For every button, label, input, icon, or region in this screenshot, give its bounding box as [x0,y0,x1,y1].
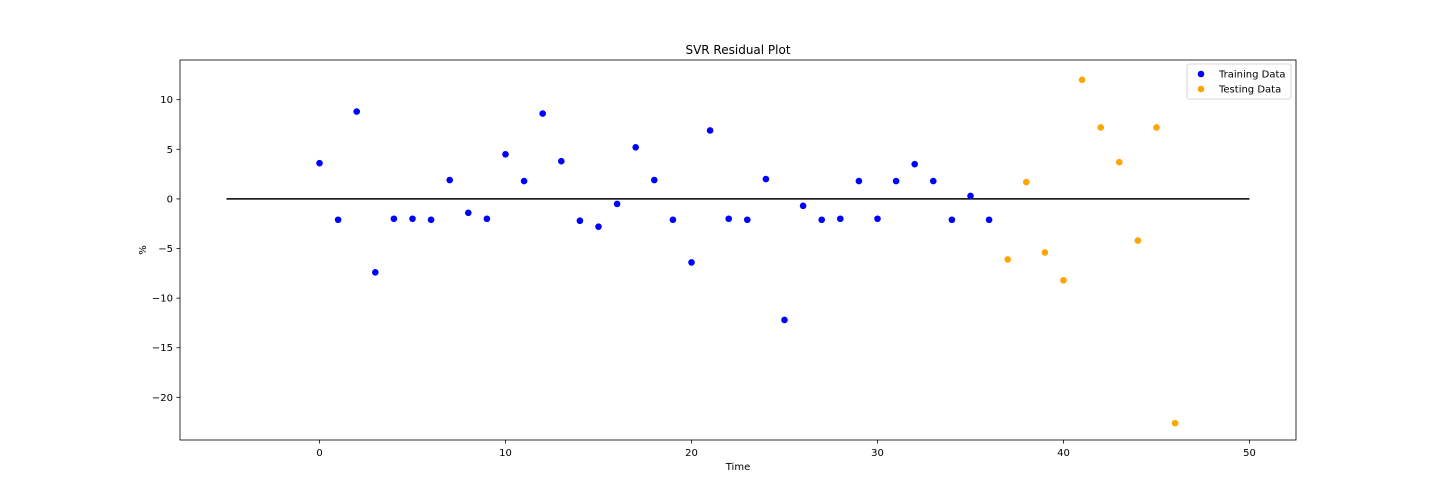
plot-area [179,59,1297,441]
training-point [911,160,918,168]
x-tick-label: 30 [871,448,884,459]
testing-point [1078,76,1086,84]
y-axis-title: % [138,245,149,255]
training-point [930,177,937,185]
training-point [855,177,863,185]
training-point [781,316,788,324]
y-tick-label: −20 [152,393,173,404]
training-point [576,217,584,225]
testing-point [1004,256,1011,263]
training-point [651,176,658,184]
training-point [613,200,621,208]
training-point [725,215,732,223]
x-tick-label: 50 [1243,448,1256,459]
legend-label: Training Data [1218,70,1286,81]
training-point [539,110,546,117]
plot-frame [179,59,1297,441]
y-tick-label: 0 [167,194,173,205]
training-point [818,216,825,224]
y-tick-label: −10 [152,294,173,305]
testing-point [1097,124,1104,131]
training-point [669,216,677,224]
training-point [334,216,342,224]
x-tick-label: 0 [316,448,322,459]
training-point [446,176,454,184]
legend-marker [1197,85,1205,93]
testing-point [1171,419,1179,427]
chart-title: SVR Residual Plot [685,43,790,57]
training-point [837,215,844,223]
legend-box [1186,63,1292,100]
x-axis: 0 10 20 30 40 50 [316,440,1256,459]
training-point [985,216,993,224]
x-axis-title: Time [725,462,750,473]
training-point [948,216,956,224]
training-point [967,192,974,200]
y-tick-label: 10 [160,95,173,106]
y-tick-label: −15 [152,343,173,354]
legend-label: Testing Data [1218,85,1281,96]
series-training [316,108,993,324]
x-tick-label: 40 [1057,448,1070,459]
training-point [892,177,900,185]
testing-point [1116,158,1123,166]
training-point [483,215,491,223]
y-tick-label: 5 [167,145,173,156]
training-point [316,159,323,167]
training-point [688,259,695,266]
training-point [744,216,751,224]
y-axis: 10 5 0 −5 −10 −15 −20 [152,95,180,404]
y-tick-label: −5 [158,244,173,255]
training-point [706,127,714,134]
training-point [372,269,379,276]
training-point [595,223,602,230]
training-point [427,216,435,224]
x-tick-label: 20 [685,448,698,459]
testing-point [1041,249,1049,256]
training-point [632,144,639,151]
testing-point [1134,237,1142,244]
training-point [558,157,565,165]
testing-point [1060,276,1067,284]
legend: Training Data Testing Data [1186,63,1292,100]
training-point [390,215,398,223]
x-tick-label: 10 [499,448,512,459]
training-point [520,177,528,185]
training-point [353,108,361,115]
testing-point [1023,178,1030,186]
training-point [465,209,472,217]
training-point [409,215,416,223]
training-point [502,150,509,158]
training-point [762,175,770,183]
training-point [874,215,881,223]
legend-marker [1197,70,1205,78]
testing-point [1153,124,1160,131]
series-testing [1004,76,1179,427]
training-point [799,202,807,210]
